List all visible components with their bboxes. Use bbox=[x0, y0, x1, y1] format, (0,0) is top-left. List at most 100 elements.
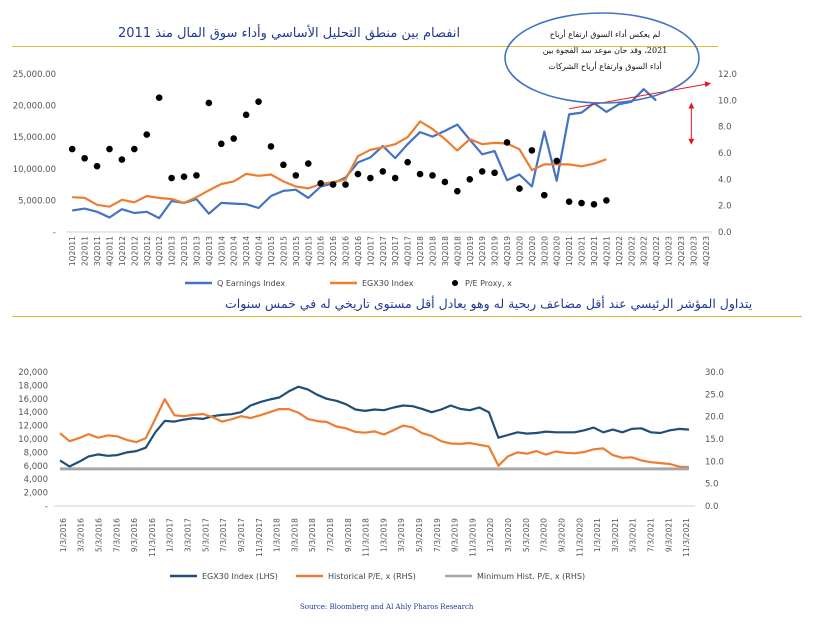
egx30-index-line bbox=[72, 120, 607, 208]
source-note: Source: Bloomberg and Al Ahly Pharos Res… bbox=[300, 603, 474, 611]
y-right-tick-label: 25.0 bbox=[705, 390, 724, 400]
callout-line-3: أداء السوق وارتفاع أرباح الشركات bbox=[548, 62, 662, 71]
x-tick-label: 11/3/2020 bbox=[575, 518, 584, 557]
y-left-tick-label: 2,000 bbox=[24, 489, 48, 499]
pe-proxy-point bbox=[429, 172, 436, 179]
y-right-tick-label: 8.0 bbox=[718, 123, 732, 133]
pe-proxy-point bbox=[342, 181, 349, 188]
x-tick-label: 5/3/2018 bbox=[308, 518, 317, 552]
x-tick-label: 3Q2017 bbox=[391, 236, 400, 266]
pe-proxy-point bbox=[68, 145, 76, 153]
y-right-tick-label: 0.0 bbox=[705, 502, 719, 512]
pe-proxy-point bbox=[441, 178, 449, 186]
chart-earnings-vs-egx30: - 5,000.00 10,000.00 15,000.00 20,000.00 25,0… bbox=[13, 70, 737, 288]
x-tick-label: 4Q2020 bbox=[553, 236, 562, 266]
x-tick-label: 1Q2016 bbox=[317, 236, 326, 266]
x-tick-label: 7/3/2016 bbox=[112, 518, 121, 552]
y-right-tick-label: 2.0 bbox=[718, 202, 732, 212]
x-tick-label: 5/3/2020 bbox=[522, 518, 531, 552]
x-tick-label: 4Q2019 bbox=[503, 236, 512, 266]
x-tick-label: 4Q2011 bbox=[105, 236, 114, 266]
pe-proxy-point bbox=[379, 168, 387, 175]
x-tick-label: 3Q2021 bbox=[590, 236, 599, 266]
x-tick-label: 1Q2013 bbox=[168, 236, 177, 266]
pe-proxy-point bbox=[106, 145, 113, 153]
x-tick-label: 9/3/2019 bbox=[451, 518, 460, 552]
legend-swatch-pe bbox=[452, 280, 458, 286]
x-tick-label: 2Q2015 bbox=[279, 236, 288, 266]
egx30-index-lhs--line bbox=[59, 385, 690, 468]
x-tick-label: 1/3/2016 bbox=[59, 518, 68, 552]
x-tick-label: 5/3/2017 bbox=[201, 518, 210, 552]
top-title-rule bbox=[12, 46, 718, 47]
x-tick-label: 3/3/2019 bbox=[397, 518, 406, 552]
x-tick-label: 4Q2018 bbox=[453, 236, 462, 266]
pe-proxy-point bbox=[292, 172, 300, 179]
y-left-tick-label: 14,000 bbox=[18, 408, 48, 418]
x-tick-label: 4Q2016 bbox=[354, 236, 363, 266]
x-tick-label: 3Q2015 bbox=[292, 236, 301, 266]
pe-proxy-point bbox=[205, 99, 213, 107]
x-tick-label: 5/3/2021 bbox=[629, 518, 638, 552]
x-tick-label: 7/3/2018 bbox=[326, 518, 335, 552]
y-left-tick-label: 20,000.00 bbox=[13, 102, 56, 112]
legend-egx30-label: EGX30 Index (LHS) bbox=[202, 572, 278, 581]
x-tick-label: 3/3/2021 bbox=[611, 518, 620, 552]
x-tick-label: 2Q2011 bbox=[81, 236, 90, 266]
pe-proxy-point bbox=[404, 158, 411, 166]
x-tick-label: 9/3/2018 bbox=[344, 518, 353, 552]
x-tick-label: 9/3/2016 bbox=[130, 518, 139, 552]
x-tick-label: 1Q2019 bbox=[466, 236, 475, 266]
y-right-tick-label: 15.0 bbox=[705, 435, 724, 445]
y-left-tick-label: 18,000 bbox=[18, 381, 48, 391]
x-tick-label: 2Q2021 bbox=[578, 236, 587, 266]
x-tick-label: 11/3/2018 bbox=[362, 518, 371, 557]
x-tick-label: 1/3/2017 bbox=[166, 518, 175, 552]
pe-proxy-point bbox=[155, 94, 163, 101]
x-tick-label: 9/3/2020 bbox=[557, 518, 566, 552]
x-tick-label: 11/3/2016 bbox=[148, 518, 157, 557]
y-left-tick-label: 16,000 bbox=[18, 395, 48, 405]
x-tick-label: 2Q2013 bbox=[180, 236, 189, 266]
callout-bubble bbox=[504, 12, 700, 104]
pe-proxy-point bbox=[180, 173, 188, 180]
x-tick-label: 1Q2012 bbox=[118, 236, 127, 266]
x-tick-label: 2Q2016 bbox=[329, 236, 338, 266]
y-right-tick-label: 5.0 bbox=[705, 480, 719, 490]
x-tick-label: 9/3/2017 bbox=[237, 518, 246, 552]
x-tick-label: 7/3/2021 bbox=[646, 518, 655, 552]
x-tick-label: 1/3/2018 bbox=[273, 518, 282, 552]
pe-proxy-point bbox=[528, 147, 536, 154]
legend-historical-pe-label: Historical P/E, x (RHS) bbox=[328, 572, 416, 581]
callout-line-2: 2021، وقد حان موعد سد الفجوة بين bbox=[542, 46, 668, 55]
x-tick-label: 2Q2023 bbox=[677, 236, 686, 266]
x-tick-label: 1Q2017 bbox=[366, 236, 375, 266]
historical-p-e-x-rhs--line bbox=[59, 398, 690, 469]
y-right-tick-label: 30.0 bbox=[705, 368, 724, 378]
x-tick-label: 3Q2013 bbox=[192, 236, 201, 266]
x-tick-label: 2Q2014 bbox=[230, 236, 239, 266]
pe-proxy-point bbox=[354, 170, 362, 178]
pe-proxy-point bbox=[553, 157, 561, 165]
pe-proxy-point bbox=[367, 174, 374, 182]
y-left-tick-label: 25,000.00 bbox=[13, 70, 56, 80]
y-left-tick-label: 12,000 bbox=[18, 422, 48, 432]
x-tick-label: 1/3/2021 bbox=[593, 518, 602, 552]
pe-proxy-point bbox=[466, 176, 474, 183]
x-tick-label: 4Q2017 bbox=[404, 236, 413, 266]
x-tick-label: 2Q2018 bbox=[428, 236, 437, 266]
x-tick-label: 9/3/2021 bbox=[664, 518, 673, 552]
x-tick-label: 2Q2019 bbox=[478, 236, 487, 266]
x-tick-label: 3Q2020 bbox=[540, 236, 549, 266]
pe-proxy-point bbox=[391, 174, 399, 182]
pe-proxy-point bbox=[217, 140, 225, 148]
x-tick-label: 1Q2023 bbox=[665, 236, 674, 266]
pe-proxy-point bbox=[81, 154, 88, 162]
y-right-tick-label: 4.0 bbox=[718, 175, 732, 185]
x-tick-label: 1Q2015 bbox=[267, 236, 276, 266]
pe-proxy-point bbox=[503, 139, 511, 146]
x-tick-label: 5/3/2019 bbox=[415, 518, 424, 552]
pe-proxy-point bbox=[478, 168, 486, 175]
x-tick-label: 11/3/2021 bbox=[682, 518, 691, 557]
x-tick-label: 7/3/2020 bbox=[540, 518, 549, 552]
